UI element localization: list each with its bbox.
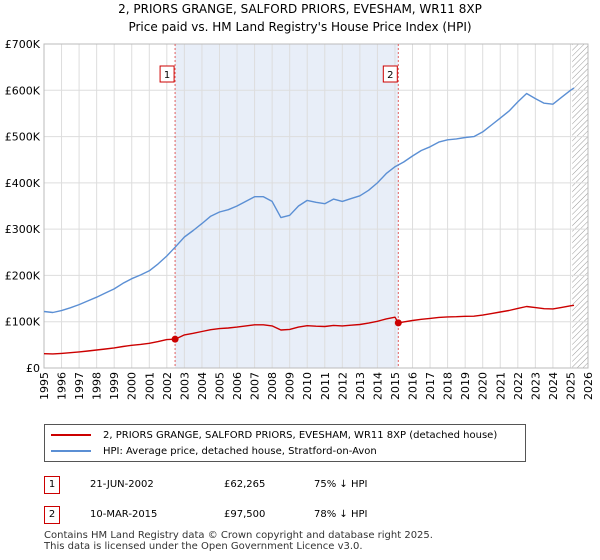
legend: 2, PRIORS GRANGE, SALFORD PRIORS, EVESHA…: [44, 424, 526, 462]
sale-date-2: 10-MAR-2015: [90, 509, 158, 520]
x-tick-label-19: 2014: [371, 372, 384, 400]
legend-item-hpi: HPI: Average price, detached house, Stra…: [51, 443, 377, 459]
y-tick-label-3: £300K: [5, 223, 41, 236]
x-tick-label-26: 2021: [494, 372, 507, 400]
y-tick-label-4: £400K: [5, 177, 41, 190]
y-tick-label-7: £700K: [5, 38, 41, 51]
x-tick-label-3: 1998: [91, 372, 104, 400]
x-tick-label-1: 1996: [56, 372, 69, 400]
chart-marker-box-2: [382, 65, 398, 83]
sale-marker-1: 1: [44, 476, 60, 494]
footer: Contains HM Land Registry data © Crown c…: [44, 530, 433, 552]
forecast-hatch: [572, 44, 588, 368]
chart-title: 2, PRIORS GRANGE, SALFORD PRIORS, EVESHA…: [118, 2, 482, 16]
y-tick-label-6: £600K: [5, 84, 41, 97]
x-tick-label-18: 2013: [354, 372, 367, 400]
sale-point-2: [394, 319, 402, 327]
x-tick-label-17: 2012: [336, 372, 349, 400]
x-tick-label-28: 2023: [529, 372, 542, 400]
x-tick-label-27: 2022: [512, 372, 525, 400]
price-chart: £0 £100K £200K £300K £400K £500K £600K £700K 199…: [5, 38, 595, 400]
chart-marker-box-1: [159, 65, 175, 83]
sale-price-2: £97,500: [224, 509, 266, 520]
sale-point-1: [171, 335, 179, 343]
x-tick-label-12: 2007: [249, 372, 262, 400]
sale-date-1: 21-JUN-2002: [90, 479, 154, 490]
ownership-shade: [175, 44, 399, 368]
x-tick-label-21: 2016: [407, 372, 420, 400]
x-tick-label-10: 2005: [213, 372, 226, 400]
legend-label-property: 2, PRIORS GRANGE, SALFORD PRIORS, EVESHA…: [103, 429, 498, 441]
sale-marker-2: 2: [44, 506, 60, 524]
plot-frame: [43, 43, 589, 369]
property-line: [43, 304, 575, 355]
sale-hpi-2: 78% ↓ HPI: [314, 509, 368, 520]
hpi-line: [43, 87, 575, 314]
x-tick-label-5: 2000: [126, 372, 139, 400]
x-tick-label-24: 2019: [459, 372, 472, 400]
y-tick-label-0: £0: [26, 362, 40, 375]
x-tick-label-23: 2018: [442, 372, 455, 400]
x-tick-label-11: 2006: [231, 372, 244, 400]
y-tick-label-1: £100K: [5, 316, 41, 329]
chart-subtitle: Price paid vs. HM Land Registry's House …: [128, 20, 472, 34]
x-tick-label-16: 2011: [319, 372, 332, 400]
x-tick-label-0: 1995: [38, 372, 51, 400]
x-tick-label-31: 2026: [582, 372, 595, 400]
y-tick-label-2: £200K: [5, 269, 41, 282]
x-tick-label-25: 2020: [477, 372, 490, 400]
sale-row-1: 1 21-JUN-2002 £62,265 75% ↓ HPI: [44, 474, 564, 496]
x-tick-label-9: 2004: [196, 372, 209, 400]
x-tick-label-22: 2017: [424, 372, 437, 400]
x-tick-label-7: 2002: [161, 372, 174, 400]
chart-marker-label-1: 1: [164, 70, 170, 81]
x-tick-label-20: 2015: [389, 372, 402, 400]
footer-line-2: This data is licensed under the Open Gov…: [44, 541, 363, 552]
footer-line-1: Contains HM Land Registry data © Crown c…: [44, 530, 433, 541]
chart-marker-label-2: 2: [387, 70, 393, 81]
legend-label-hpi: HPI: Average price, detached house, Stra…: [103, 445, 377, 457]
x-tick-label-4: 1999: [108, 372, 121, 400]
legend-swatch-hpi: [51, 450, 91, 452]
legend-item-property: 2, PRIORS GRANGE, SALFORD PRIORS, EVESHA…: [51, 427, 497, 443]
x-tick-label-14: 2009: [284, 372, 297, 400]
sale-hpi-1: 75% ↓ HPI: [314, 479, 368, 490]
sale-row-2: 2 10-MAR-2015 £97,500 78% ↓ HPI: [44, 504, 564, 526]
x-tick-label-6: 2001: [143, 372, 156, 400]
x-tick-label-13: 2008: [266, 372, 279, 400]
x-tick-label-30: 2025: [564, 372, 577, 400]
x-tick-label-2: 1997: [73, 372, 86, 400]
x-tick-label-29: 2024: [547, 372, 560, 400]
legend-swatch-property: [51, 434, 91, 436]
y-tick-label-5: £500K: [5, 131, 41, 144]
sale-price-1: £62,265: [224, 479, 266, 490]
x-tick-label-15: 2010: [301, 372, 314, 400]
x-tick-label-8: 2003: [178, 372, 191, 400]
